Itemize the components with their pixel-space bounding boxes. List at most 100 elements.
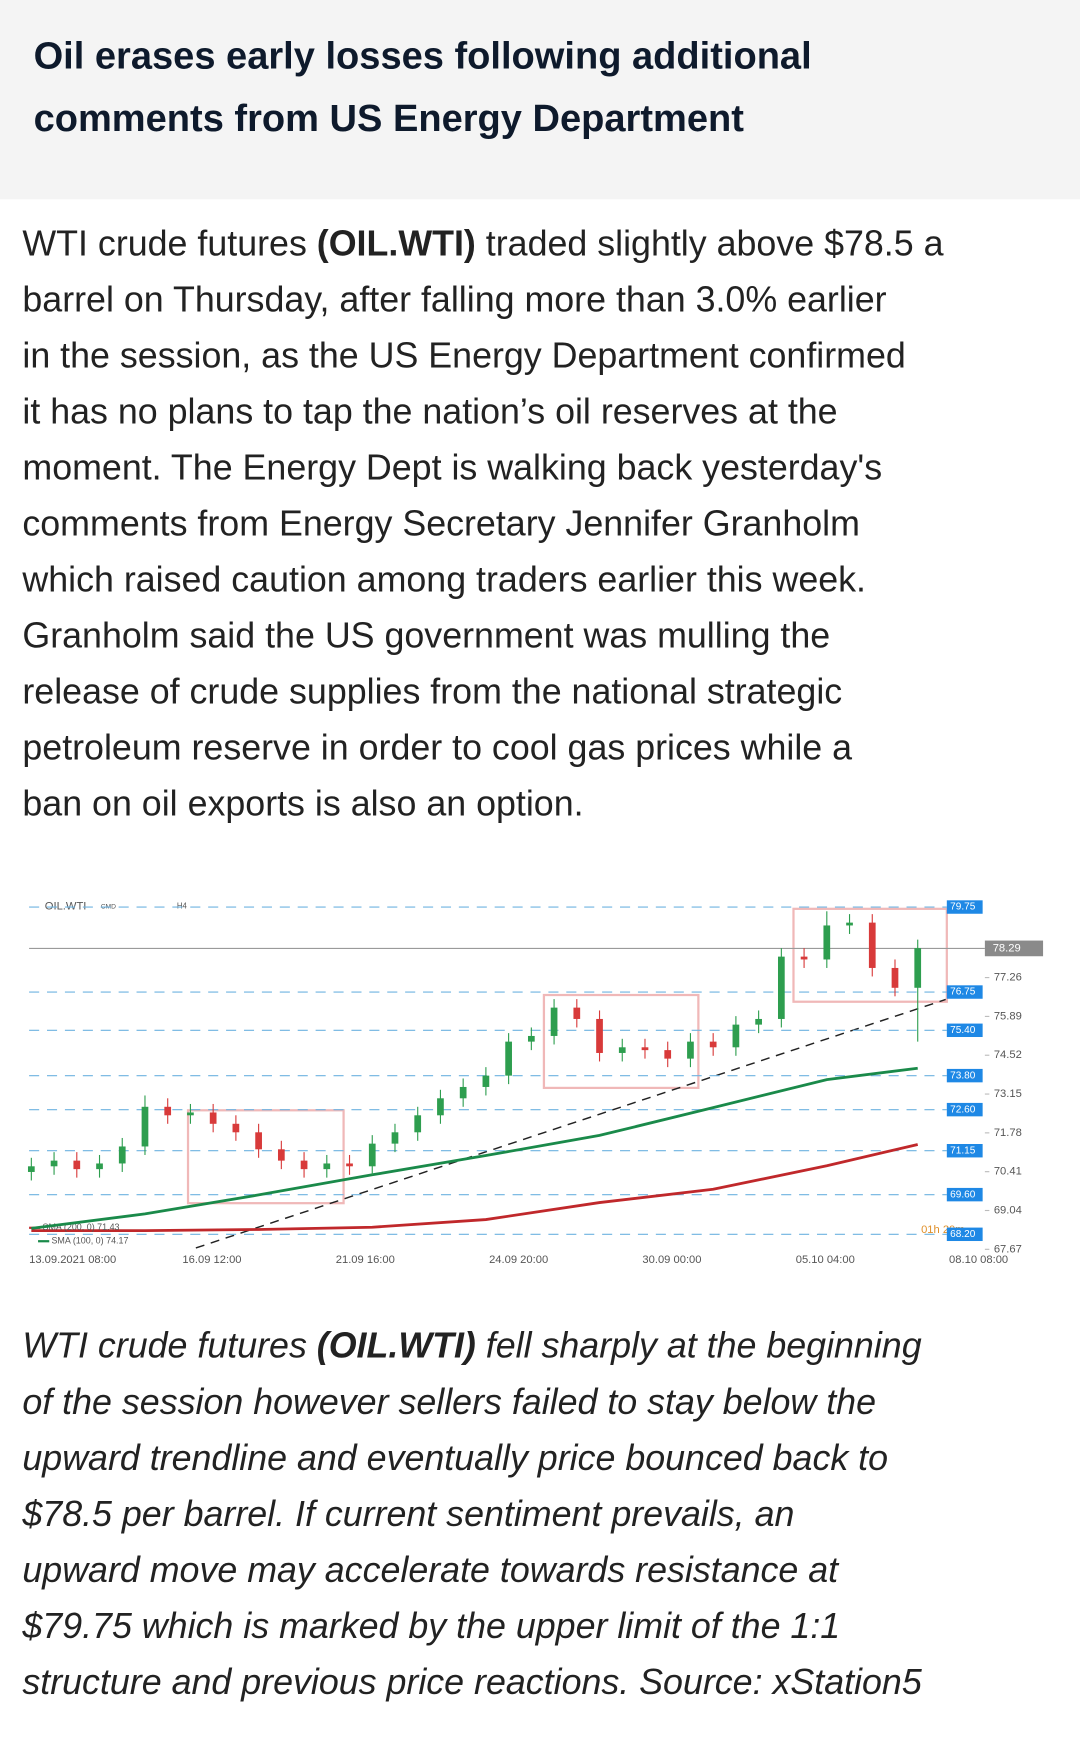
candle-body	[232, 1123, 240, 1133]
paragraph-line: release of crude supplies from the natio…	[22, 671, 842, 711]
candle-body	[391, 1132, 399, 1144]
y-tick-label: 69.04	[994, 1204, 1022, 1216]
legend-label: SMA (100, 0) 74.17	[51, 1236, 128, 1246]
legend-label: SMA (200, 0) 71.43	[43, 1222, 120, 1232]
sma-line	[31, 1066, 918, 1230]
level-label-box	[946, 900, 983, 914]
y-tick-label: 75.89	[994, 1010, 1022, 1022]
level-label-box	[946, 1102, 983, 1117]
candle-body	[755, 1018, 762, 1025]
candle-body	[323, 1163, 331, 1170]
candle-body	[187, 1112, 194, 1116]
x-tick-label: 16.09 12:00	[182, 1254, 241, 1266]
level-label: 79.75	[950, 902, 976, 913]
candle-body	[73, 1160, 81, 1170]
level-label-box	[946, 1068, 983, 1083]
candle-body	[846, 922, 853, 926]
paragraph-line: barrel on Thursday, after falling more t…	[22, 280, 886, 320]
level-label-box	[946, 1187, 983, 1202]
paragraph-line: upward trendline and eventually price bo…	[22, 1438, 888, 1478]
candle-body	[823, 925, 831, 960]
current-price-label: 78.29	[993, 942, 1021, 954]
ticker: (OIL.WTI)	[317, 224, 476, 264]
candle-body	[596, 1018, 603, 1053]
y-tick-label: 73.15	[994, 1088, 1022, 1100]
level-label: 68.20	[950, 1229, 976, 1240]
structure-box	[542, 993, 700, 1090]
candle-body	[118, 1146, 126, 1164]
level-label-box	[946, 1144, 983, 1158]
title-line: Oil erases early losses following additi…	[34, 35, 812, 77]
candle-body	[891, 967, 899, 988]
paragraph-line: moment. The Energy Dept is walking back …	[22, 448, 882, 488]
candle-body	[664, 1050, 672, 1059]
y-tick-label: 70.41	[994, 1166, 1022, 1178]
candle-body	[505, 1041, 512, 1076]
candle-body	[687, 1041, 694, 1059]
paragraph-line: Granholm said the US government was mull…	[22, 615, 830, 655]
candle-body	[709, 1041, 717, 1048]
candle-body	[732, 1024, 740, 1048]
candle-body	[414, 1115, 422, 1133]
candle-body	[914, 948, 922, 988]
candle-body	[437, 1098, 444, 1116]
candle-body	[277, 1149, 285, 1161]
text: traded slightly above $78.5 a	[476, 224, 944, 264]
paragraph-line: it has no plans to tap the nation’s oil …	[22, 392, 837, 432]
text: WTI crude futures	[22, 224, 316, 264]
candle-body	[346, 1163, 353, 1167]
title-background	[0, 0, 1080, 200]
x-tick-label: 05.10 04:00	[796, 1254, 855, 1266]
chart: OIL.WTI CMD H4 01h 20m 79.7576.7575.4073…	[27, 900, 1044, 1266]
y-tick-label: 77.26	[994, 972, 1022, 984]
level-label: 71.15	[950, 1145, 976, 1156]
paragraph-line: comments from Energy Secretary Jennifer …	[22, 504, 860, 544]
paragraph-line: $78.5 per barrel. If current sentiment p…	[21, 1494, 794, 1534]
candle-body	[641, 1047, 649, 1051]
candle-body	[527, 1035, 535, 1042]
y-tick-label: 74.52	[994, 1049, 1022, 1061]
paragraph-line: WTI crude futures (OIL.WTI) fell sharply…	[22, 1326, 921, 1366]
level-label: 75.40	[950, 1025, 976, 1036]
structure-box	[792, 907, 948, 1003]
candle-body	[777, 956, 785, 1019]
ticker: (OIL.WTI)	[317, 1326, 476, 1366]
candle-body	[368, 1143, 376, 1167]
candle-body	[482, 1075, 490, 1087]
paragraph-line: $79.75 which is marked by the upper limi…	[21, 1606, 840, 1646]
level-label: 76.75	[950, 987, 976, 998]
candle-body	[27, 1166, 35, 1172]
candle-body	[550, 1007, 558, 1036]
x-tick-label: 21.09 16:00	[336, 1254, 395, 1266]
title-line: comments from US Energy Department	[34, 98, 745, 140]
candle-body	[209, 1112, 217, 1124]
candle-body	[800, 956, 808, 960]
level-label: 69.60	[950, 1189, 976, 1200]
paragraph-line: structure and previous price reactions. …	[22, 1662, 921, 1702]
y-tick-label: 67.67	[994, 1243, 1022, 1255]
trendline	[195, 998, 946, 1249]
y-tick-label: 71.78	[994, 1127, 1022, 1139]
x-tick-label: 24.09 20:00	[489, 1254, 548, 1266]
paragraph-line: upward move may accelerate towards resis…	[22, 1550, 840, 1590]
level-label-box	[946, 1227, 983, 1242]
timer: 01h 20m	[921, 1224, 965, 1236]
level-label: 72.60	[950, 1104, 976, 1115]
level-label-box	[946, 1023, 983, 1038]
paragraph-line: ban on oil exports is also an option.	[22, 783, 583, 823]
candle-body	[868, 922, 876, 968]
candle-body	[255, 1132, 262, 1150]
candle-body	[618, 1047, 626, 1053]
candle-body	[300, 1160, 308, 1170]
interval: H4	[177, 902, 188, 911]
sma-line	[31, 1143, 919, 1233]
paragraph-line: petroleum reserve in order to cool gas p…	[22, 727, 852, 767]
candle-body	[164, 1106, 172, 1116]
level-label: 73.80	[950, 1070, 976, 1081]
current-price-box	[984, 940, 1044, 957]
x-tick-label: 08.10 08:00	[949, 1254, 1008, 1266]
paragraph-line: which raised caution among traders earli…	[21, 559, 866, 599]
candle-body	[96, 1163, 103, 1170]
paragraph-line: WTI crude futures (OIL.WTI) traded sligh…	[22, 224, 943, 264]
